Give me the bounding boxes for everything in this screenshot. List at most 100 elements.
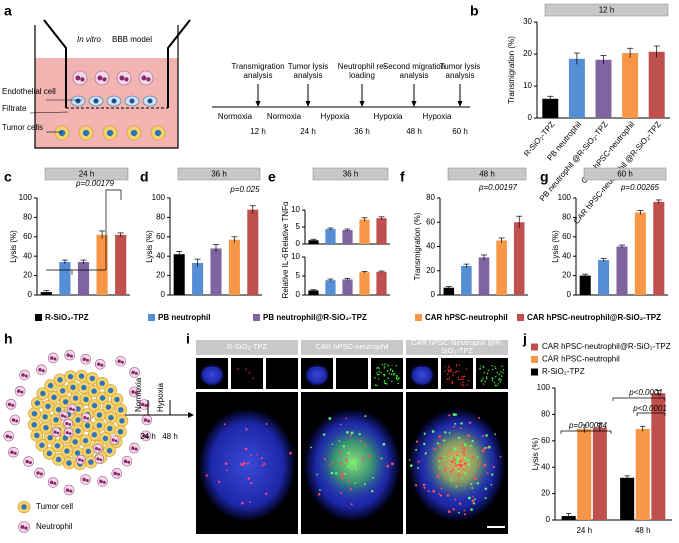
bracket xyxy=(612,397,666,401)
signal xyxy=(438,457,442,460)
nucleus xyxy=(13,451,17,455)
signal xyxy=(392,373,394,375)
signal xyxy=(423,442,426,446)
y-axis-label: Lysis (%) xyxy=(551,230,560,263)
nucleus xyxy=(57,377,63,383)
bar xyxy=(376,271,387,295)
signal xyxy=(330,471,334,475)
signal xyxy=(223,423,226,426)
signal xyxy=(443,439,446,442)
bar xyxy=(653,201,665,295)
y-axis-label: Lysis (%) xyxy=(9,230,18,263)
nucleus-signal xyxy=(305,364,329,386)
signal xyxy=(393,374,395,376)
time-label: 36 h xyxy=(354,127,370,136)
nucleus xyxy=(118,407,124,413)
signal xyxy=(494,433,497,435)
legend-swatch xyxy=(531,356,538,363)
signal xyxy=(351,462,354,464)
signal xyxy=(500,379,502,381)
nucleus xyxy=(36,471,40,475)
y-tick-label: 0 xyxy=(296,290,301,299)
nucleus xyxy=(83,416,87,420)
signal xyxy=(432,489,436,493)
signal xyxy=(460,378,462,381)
signal xyxy=(496,384,498,387)
nucleus xyxy=(24,526,28,530)
phase-label: Hypoxia xyxy=(156,383,165,412)
phase-label: Hypoxia xyxy=(321,112,350,121)
bar xyxy=(173,254,185,295)
signal xyxy=(493,381,496,384)
column-label: CAR hPSC-Neutrophil @R-SiO₂-TPZ xyxy=(411,338,503,355)
nucleus xyxy=(111,98,117,104)
event-label: Tumor lysis analysis xyxy=(287,62,329,80)
nucleus xyxy=(100,363,104,367)
signal xyxy=(454,422,457,425)
signal xyxy=(452,508,455,511)
signal xyxy=(472,495,474,498)
event-label: Tumor lysis analysis xyxy=(439,62,481,80)
signal xyxy=(459,427,462,430)
signal xyxy=(339,423,342,426)
signal xyxy=(334,472,338,475)
signal xyxy=(463,375,466,378)
signal xyxy=(448,369,450,371)
nucleus xyxy=(11,403,15,407)
nucleus xyxy=(111,438,115,442)
signal xyxy=(382,364,385,367)
header-box xyxy=(44,167,129,181)
signal xyxy=(239,463,243,466)
signal xyxy=(415,440,419,443)
bar xyxy=(192,262,204,295)
signal xyxy=(492,466,495,469)
y-tick-label: 20 xyxy=(562,271,571,280)
bar xyxy=(592,427,607,520)
nucleus xyxy=(75,417,81,423)
signal xyxy=(446,378,449,380)
signal xyxy=(408,459,411,461)
legend-label: CAR hPSC-neutrophil xyxy=(425,313,508,322)
event-label: Second migration analysis xyxy=(382,62,446,80)
y-tick-label: 40 xyxy=(541,462,550,471)
signal xyxy=(380,372,382,374)
signal xyxy=(481,379,483,381)
signal xyxy=(342,445,346,448)
bar xyxy=(595,59,612,118)
signal xyxy=(387,377,390,380)
signal xyxy=(347,451,350,455)
legend-label: R-SiO₂-TPZ xyxy=(542,367,585,376)
signal xyxy=(340,492,343,495)
bar xyxy=(651,393,666,520)
column-label: R-SiO₂-TPZ xyxy=(227,342,267,351)
signal xyxy=(456,464,459,466)
nucleus xyxy=(89,375,96,382)
nucleus xyxy=(154,129,162,137)
nucleus xyxy=(102,435,109,442)
signal xyxy=(409,464,413,467)
signal xyxy=(344,472,347,475)
legend-swatch xyxy=(148,314,155,321)
y-tick-label: 0 xyxy=(567,290,572,299)
signal xyxy=(455,461,459,465)
panel-label: c xyxy=(4,169,12,185)
signal xyxy=(354,464,357,467)
nucleus xyxy=(97,75,103,81)
nucleus xyxy=(99,479,103,484)
signal xyxy=(383,379,386,382)
insert xyxy=(43,19,191,108)
signal xyxy=(498,373,500,376)
y-tick-label: 40 xyxy=(156,251,165,260)
signal xyxy=(378,370,380,373)
bar xyxy=(443,287,455,295)
signal xyxy=(438,493,440,495)
nucleus xyxy=(117,359,121,363)
scale-label: 200 μm xyxy=(473,513,500,522)
signal xyxy=(450,370,452,372)
y-tick-label: 0 xyxy=(431,290,436,299)
signal xyxy=(386,464,390,468)
signal xyxy=(263,462,266,465)
signal xyxy=(458,511,460,514)
signal xyxy=(249,482,253,485)
